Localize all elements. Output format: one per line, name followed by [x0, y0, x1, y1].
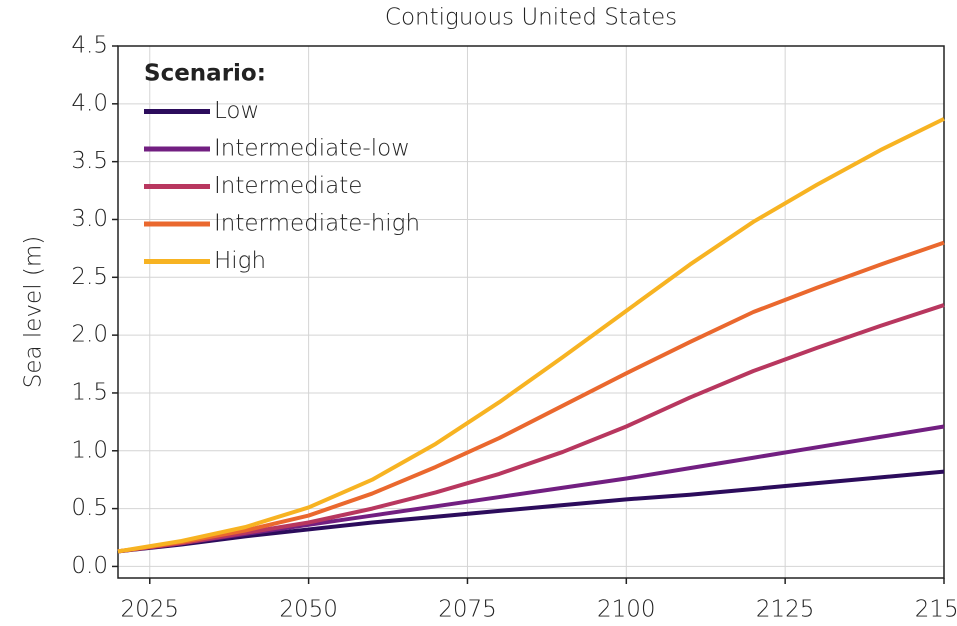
y-tick-label: 2.5: [71, 264, 108, 290]
series-line: [117, 240, 945, 554]
legend-label: Low: [214, 98, 259, 124]
x-tick-label: 2125: [756, 597, 815, 623]
y-tick-label: 3.5: [71, 148, 108, 174]
series-line: [117, 117, 945, 554]
y-tick-label: 4.0: [71, 90, 108, 116]
legend-title: Scenario:: [144, 61, 266, 87]
x-tick-label: 2025: [120, 597, 179, 623]
y-tick-label: 0.5: [71, 495, 108, 521]
y-tick-label: 0.0: [71, 553, 108, 579]
x-tick-label: 2050: [279, 597, 338, 623]
legend-label: Intermediate-high: [214, 211, 420, 237]
x-tick-label: 2100: [597, 597, 656, 623]
series-line: [117, 303, 945, 554]
y-tick-label: 4.5: [71, 33, 108, 59]
y-tick-label: 1.0: [71, 437, 108, 463]
legend-label: Intermediate-low: [214, 136, 410, 162]
legend-label: Intermediate: [214, 173, 362, 199]
y-tick-label: 1.5: [71, 379, 108, 405]
series-line: [117, 469, 945, 554]
y-tick-label: 2.0: [71, 322, 108, 348]
x-tick-label: 2075: [438, 597, 497, 623]
y-tick-label: 3.0: [71, 206, 108, 232]
legend-label: High: [214, 248, 266, 274]
x-tick-label: 2150: [915, 597, 957, 623]
chart-title: Contiguous United States: [385, 5, 677, 31]
y-axis-label: Sea level (m): [21, 236, 47, 389]
plot-frame: [117, 45, 945, 579]
